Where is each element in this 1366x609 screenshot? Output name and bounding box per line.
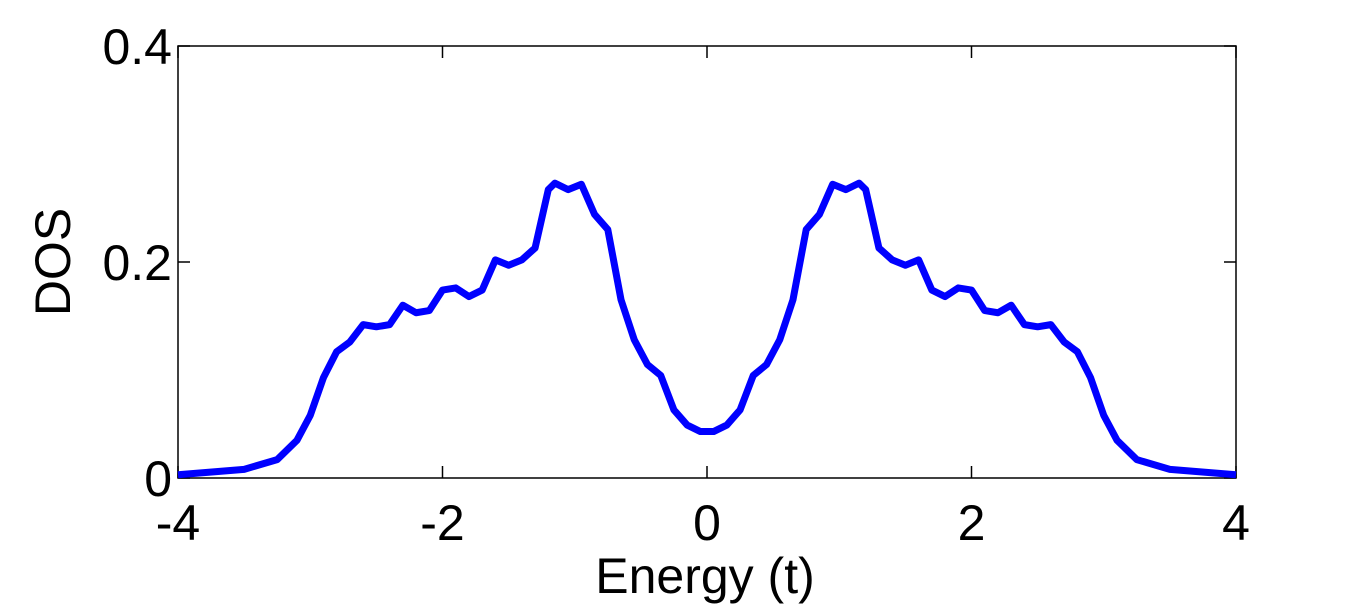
y-axis-label: DOS bbox=[25, 208, 81, 316]
x-tick-label: 2 bbox=[958, 495, 986, 551]
x-axis-label: Energy (t) bbox=[595, 548, 815, 604]
x-tick-label: 4 bbox=[1222, 495, 1250, 551]
y-tick-label: 0.4 bbox=[102, 19, 172, 75]
y-tick-label: 0 bbox=[144, 451, 172, 507]
y-tick-label: 0.2 bbox=[102, 235, 172, 291]
dos-line bbox=[177, 179, 1237, 479]
x-tick-label: -2 bbox=[420, 495, 464, 551]
axes-box bbox=[177, 45, 1237, 479]
x-tick-label: 0 bbox=[693, 495, 721, 551]
x-tick-label: -4 bbox=[156, 495, 200, 551]
